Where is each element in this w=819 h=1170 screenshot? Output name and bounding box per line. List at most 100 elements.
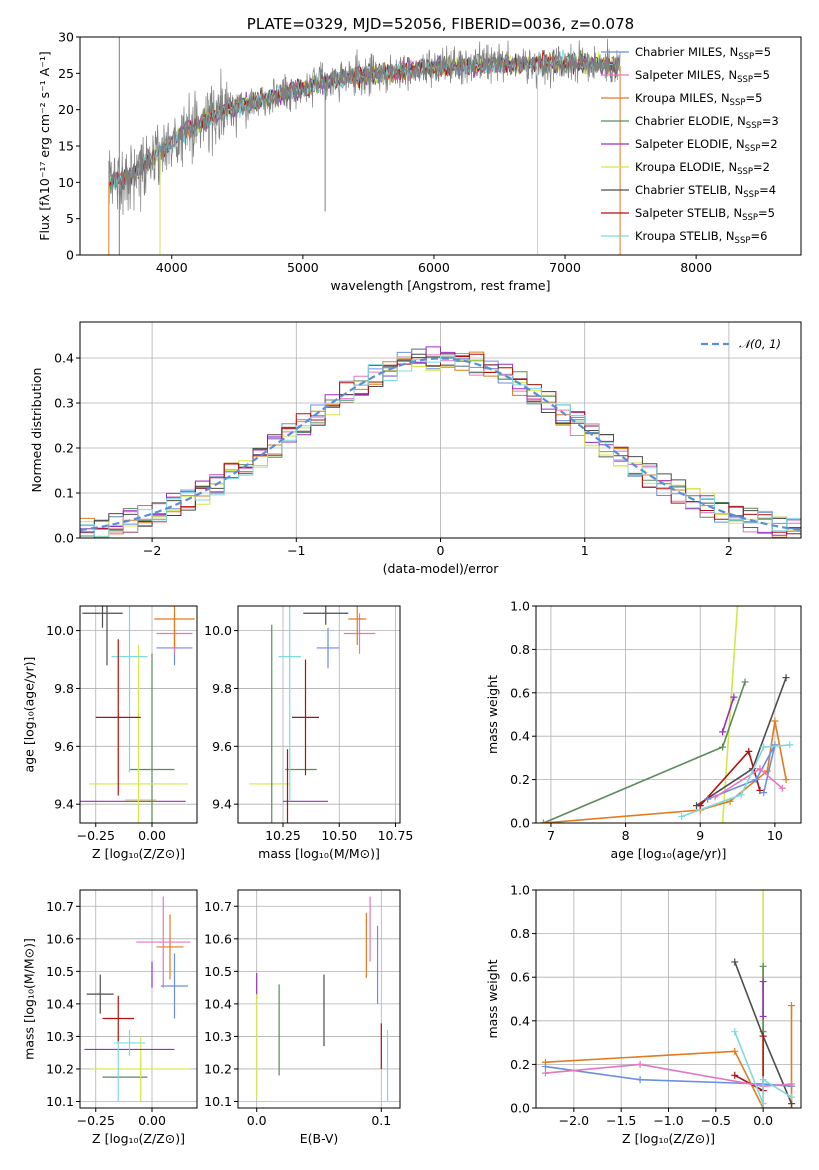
legend-entry-suffix: =5 [754, 45, 771, 59]
x-axis-label: Z [log₁₀(Z/Z⊙)] [92, 846, 185, 861]
y-tick-label: 10.6 [204, 931, 232, 946]
observed-spectrum-line [108, 38, 621, 216]
legend-entry-name: Chabrier MILES, N [635, 45, 738, 59]
histogram-series-step [80, 353, 801, 535]
weight-marker [737, 791, 745, 799]
x-tick-label: 0.1 [371, 1113, 391, 1128]
legend-entry-sub: SSP [746, 121, 762, 131]
legend-entry-name: Salpeter ELODIE, N [635, 137, 745, 151]
x-tick-label: 2 [725, 543, 733, 558]
plot-area [108, 37, 621, 255]
weight-marker [636, 1076, 644, 1084]
x-axis-label: E(B-V) [300, 1131, 339, 1146]
legend-entry: Chabrier STELIB, NSSP=4 [635, 183, 776, 200]
y-tick-label: 0.2 [54, 441, 74, 456]
plot-area [84, 896, 191, 1102]
x-tick-label: −1 [287, 543, 305, 558]
x-tick-label: 9 [696, 828, 704, 843]
y-tick-label: 10.0 [204, 623, 232, 638]
weight-marker [760, 743, 768, 751]
legend-entry-suffix: =2 [761, 137, 778, 151]
x-tick-label: −1.5 [606, 1113, 636, 1128]
x-tick-label: 7000 [549, 260, 581, 275]
y-tick-label: 10.4 [204, 996, 232, 1011]
y-axis-label: mass [log₁₀(M/M⊙)] [22, 938, 37, 1060]
weight-marker [763, 767, 771, 775]
y-tick-label: 20 [58, 102, 74, 117]
age-vs-metallicity-axes: −0.25 0.00 9.4 9.6 9.8 10.0 Z [log₁₀(Z/Z⊙)] age… [22, 605, 198, 861]
weight-marker [731, 1047, 739, 1055]
x-tick-label: 10.75 [378, 828, 414, 843]
x-tick-label: 8 [622, 828, 630, 843]
y-tick-label: 0.3 [54, 396, 74, 411]
x-tick-label: 10 [767, 828, 783, 843]
weight-marker [756, 765, 764, 773]
x-axis-label: Z [log₁₀(Z/Z⊙)] [92, 1131, 185, 1146]
weight-marker [696, 802, 704, 810]
weight-vs-age-axes: 7 8 9 10 0.0 0.2 0.4 0.6 0.8 1.0 age [log₁₀(age/yr… [485, 599, 802, 861]
legend-entry: 𝒩(0, 1) [739, 337, 781, 351]
x-axis-label: wavelength [Angstrom, rest frame] [330, 278, 550, 293]
plot-area [539, 606, 794, 823]
legend-entry: Salpeter ELODIE, NSSP=2 [635, 137, 778, 154]
y-tick-label: 10.7 [204, 899, 232, 914]
y-tick-label: 10.2 [204, 1061, 232, 1076]
x-tick-label: 10.50 [321, 828, 357, 843]
legend-entry-name: Kroupa ELODIE, N [635, 160, 737, 174]
y-tick-label: 10.0 [46, 623, 74, 638]
spectrum-axes: 4000 5000 6000 7000 8000 0 5 10 15 20 25 30 waveleng… [37, 15, 802, 293]
y-axis-label: age [log₁₀(age/yr)] [22, 657, 37, 773]
grid [238, 606, 400, 823]
legend-entry: Kroupa STELIB, NSSP=6 [635, 229, 767, 246]
x-tick-label: −0.25 [77, 828, 115, 843]
weight-series-line [543, 720, 787, 823]
weight-marker [752, 776, 760, 784]
legend-entry-sub: SSP [737, 167, 753, 177]
legend-entry-sub: SSP [738, 52, 754, 62]
legend-entry-suffix: =3 [762, 114, 779, 128]
x-axis-label: (data-model)/error [383, 561, 500, 576]
weight-series-line [545, 1005, 793, 1108]
weight-marker [782, 776, 790, 784]
grid [238, 890, 400, 1108]
weight-marker [788, 1093, 796, 1101]
y-tick-label: 0.0 [510, 816, 530, 831]
weight-marker [759, 978, 767, 986]
y-tick-label: 0.6 [510, 970, 530, 985]
legend-entry: Salpeter MILES, NSSP=5 [635, 68, 770, 85]
y-tick-label: 9.8 [212, 681, 232, 696]
legend-entry-name: Chabrier ELODIE, N [635, 114, 746, 128]
y-axis-label: Flux [fλ10⁻¹⁷ erg cm⁻² s⁻¹ A⁻¹] [37, 51, 52, 240]
legend-entry: Chabrier MILES, NSSP=5 [635, 45, 771, 62]
axes-frame [535, 605, 802, 824]
plot-area [256, 896, 389, 1102]
weight-series-line [545, 1063, 792, 1088]
legend-entry-suffix: =5 [745, 91, 762, 105]
weight-marker [759, 890, 767, 894]
weight-marker [539, 819, 547, 823]
x-tick-label: −2.0 [559, 1113, 589, 1128]
plot-area [80, 606, 195, 823]
legend-entry: Salpeter STELIB, NSSP=5 [635, 206, 775, 223]
legend-entry-sub: SSP [743, 190, 759, 200]
x-tick-label: −0.25 [77, 1113, 115, 1128]
x-tick-label: 0.00 [138, 828, 166, 843]
weight-marker [759, 1012, 767, 1020]
y-tick-label: 1.0 [510, 883, 530, 898]
legend-entry-sub: SSP [742, 213, 758, 223]
x-tick-label: −1.0 [653, 1113, 683, 1128]
x-axis-label: mass [log₁₀(M/M⊙)] [258, 846, 380, 861]
histogram-series-step [80, 356, 801, 538]
weight-marker [760, 789, 768, 797]
axes-frame [79, 605, 198, 824]
weight-marker [788, 1002, 796, 1010]
y-tick-label: 9.4 [212, 797, 232, 812]
x-tick-label: 0.0 [753, 1113, 773, 1128]
y-tick-label: 10.3 [204, 1029, 232, 1044]
grid [536, 889, 801, 1109]
y-tick-label: 0.8 [510, 926, 530, 941]
weight-marker [778, 784, 786, 792]
x-tick-label: −0.5 [701, 1113, 731, 1128]
weight-marker [636, 1060, 644, 1068]
chart-title: PLATE=0329, MJD=52056, FIBERID=0036, z=0… [247, 15, 634, 33]
